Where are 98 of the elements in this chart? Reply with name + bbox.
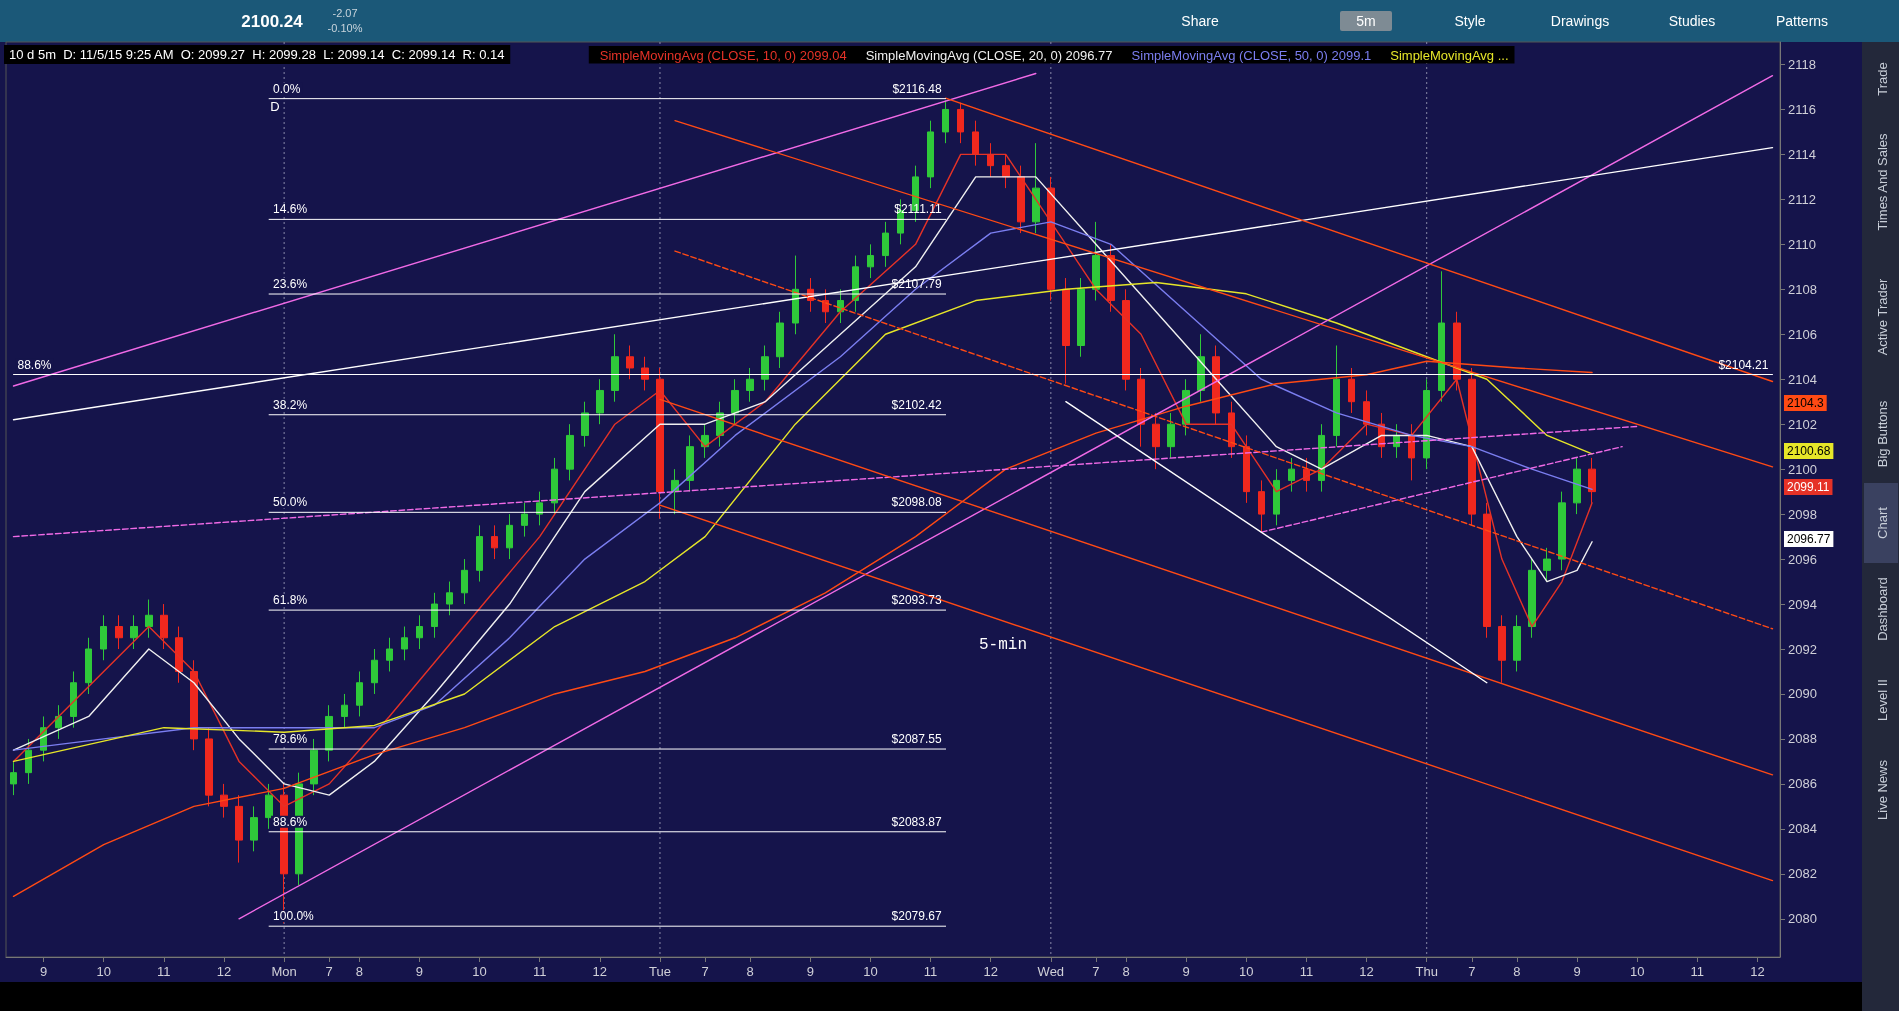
chart-title: 10 d 5m D: 11/5/15 9:25 AM O: 2099.27 H: 2099.28 L: 2099.14 C: 2099.14 R: 0.14 bbox=[9, 47, 505, 62]
text: Style bbox=[1454, 13, 1486, 29]
text: Share bbox=[1181, 13, 1219, 29]
text: 2100.68 bbox=[1787, 444, 1831, 458]
x-tick-label: 8 bbox=[355, 964, 363, 979]
y-tick-label: 2084 bbox=[1788, 821, 1817, 837]
x-tick-label: 9 bbox=[1182, 964, 1190, 979]
series-label: 61.8% bbox=[273, 593, 308, 608]
series-label: 100.0% bbox=[273, 909, 315, 924]
y-tick-label: 2112 bbox=[1788, 191, 1816, 207]
y-tick-label: 2106 bbox=[1788, 326, 1817, 342]
text: 5m bbox=[1356, 13, 1376, 29]
series-label: 0.0% bbox=[273, 81, 301, 96]
text: Big Buttons bbox=[1874, 400, 1890, 468]
text: 2104.3 bbox=[1787, 396, 1825, 410]
text: Studies bbox=[1668, 13, 1716, 29]
x-tick-label: 11 bbox=[923, 964, 938, 979]
x-tick-label: Mon bbox=[271, 964, 297, 979]
y-tick-label: 2110 bbox=[1788, 236, 1816, 252]
y-tick-label: 2094 bbox=[1788, 596, 1817, 612]
x-tick-label: 8 bbox=[1513, 964, 1521, 979]
x-tick-label: 9 bbox=[39, 964, 48, 979]
y-tick-label: 2096 bbox=[1788, 551, 1817, 567]
x-tick-label: 7 bbox=[325, 964, 333, 979]
text: -2.07 bbox=[332, 7, 358, 19]
x-tick-label: 10 bbox=[472, 964, 487, 979]
y-tick-label: 2080 bbox=[1788, 911, 1817, 927]
x-tick-label: 7 bbox=[1468, 964, 1476, 979]
text: Dashboard bbox=[1874, 577, 1890, 641]
text: SimpleMovingAvg ... bbox=[1390, 47, 1509, 63]
x-tick-label: 11 bbox=[1299, 964, 1314, 979]
text: 2096.77 bbox=[1787, 532, 1831, 546]
text: SimpleMovingAvg (CLOSE, 50, 0) 2099.1 bbox=[1131, 47, 1372, 63]
series-label: 88.6% bbox=[273, 814, 308, 829]
text: 2099.11 bbox=[1787, 480, 1830, 494]
series-label: 23.6% bbox=[273, 277, 308, 292]
y-tick-label: 2102 bbox=[1788, 416, 1817, 432]
x-tick-label: 9 bbox=[1573, 964, 1581, 979]
y-tick-label: 2092 bbox=[1788, 641, 1817, 657]
x-tick-label: 12 bbox=[1359, 964, 1374, 979]
series-label: 50.0% bbox=[273, 495, 308, 510]
data-label: $2083.87 bbox=[891, 814, 942, 829]
text: Times And Sales bbox=[1874, 132, 1890, 231]
x-tick-label: 9 bbox=[415, 964, 424, 979]
y-tick-label: 2116 bbox=[1788, 101, 1816, 117]
text: SimpleMovingAvg (CLOSE, 10, 0) 2099.04 bbox=[599, 47, 847, 63]
series-label: 88.6% bbox=[17, 357, 52, 372]
annotation: D bbox=[270, 98, 280, 114]
y-tick-label: 2114 bbox=[1788, 146, 1816, 162]
x-tick-label: Wed bbox=[1037, 964, 1065, 979]
data-label: $2098.08 bbox=[891, 495, 942, 510]
data-label: $2116.48 bbox=[892, 81, 942, 96]
series-label: 14.6% bbox=[273, 202, 308, 217]
x-tick-label: 10 bbox=[863, 964, 878, 979]
series-label: 38.2% bbox=[273, 397, 308, 412]
y-tick-label: 2082 bbox=[1788, 866, 1817, 882]
y-tick-label: 2090 bbox=[1788, 686, 1817, 702]
text: Chart bbox=[1874, 506, 1890, 539]
x-tick-label: 8 bbox=[1122, 964, 1130, 979]
annotation: 5-min bbox=[978, 636, 1028, 654]
text: 2100.24 bbox=[241, 11, 304, 31]
x-tick-label: 11 bbox=[532, 964, 547, 979]
x-tick-label: 10 bbox=[1629, 964, 1645, 979]
data-label: $2087.55 bbox=[891, 732, 942, 747]
text: Trade bbox=[1874, 62, 1890, 96]
x-tick-label: 10 bbox=[1239, 964, 1254, 979]
x-tick-label: 11 bbox=[157, 964, 171, 979]
data-label: $2093.73 bbox=[891, 593, 942, 608]
text: Patterns bbox=[1775, 13, 1829, 29]
x-tick-label: 7 bbox=[1092, 964, 1100, 979]
text: Level II bbox=[1874, 679, 1890, 721]
x-tick-label: 12 bbox=[592, 964, 608, 979]
x-tick-label: 8 bbox=[746, 964, 754, 979]
text: Active Trader bbox=[1874, 278, 1890, 356]
y-tick-label: 2118 bbox=[1788, 56, 1816, 72]
y-tick-label: 2108 bbox=[1788, 281, 1817, 297]
x-tick-label: 10 bbox=[96, 964, 111, 979]
y-tick-label: 2104 bbox=[1788, 371, 1817, 387]
y-tick-label: 2098 bbox=[1788, 506, 1817, 522]
x-tick-label: Thu bbox=[1415, 964, 1438, 979]
data-label: $2079.67 bbox=[891, 909, 942, 924]
x-tick-label: 12 bbox=[216, 964, 232, 979]
x-tick-label: 9 bbox=[806, 964, 814, 979]
text: SimpleMovingAvg (CLOSE, 20, 0) 2096.77 bbox=[865, 47, 1113, 63]
x-tick-label: Tue bbox=[649, 964, 671, 979]
text: Live News bbox=[1874, 759, 1890, 820]
x-tick-label: 12 bbox=[983, 964, 998, 979]
series-label: 78.6% bbox=[273, 732, 308, 747]
y-tick-label: 2086 bbox=[1788, 776, 1817, 792]
data-label: $2104.21 bbox=[1718, 357, 1769, 372]
data-label: $2102.42 bbox=[891, 397, 942, 412]
text: -0.10% bbox=[327, 22, 363, 34]
x-tick-label: 7 bbox=[701, 964, 709, 979]
x-tick-label: 12 bbox=[1750, 964, 1765, 979]
y-tick-label: 2088 bbox=[1788, 731, 1817, 747]
y-tick-label: 2100 bbox=[1788, 461, 1817, 477]
text: Drawings bbox=[1550, 13, 1610, 29]
x-tick-label: 11 bbox=[1690, 964, 1705, 979]
